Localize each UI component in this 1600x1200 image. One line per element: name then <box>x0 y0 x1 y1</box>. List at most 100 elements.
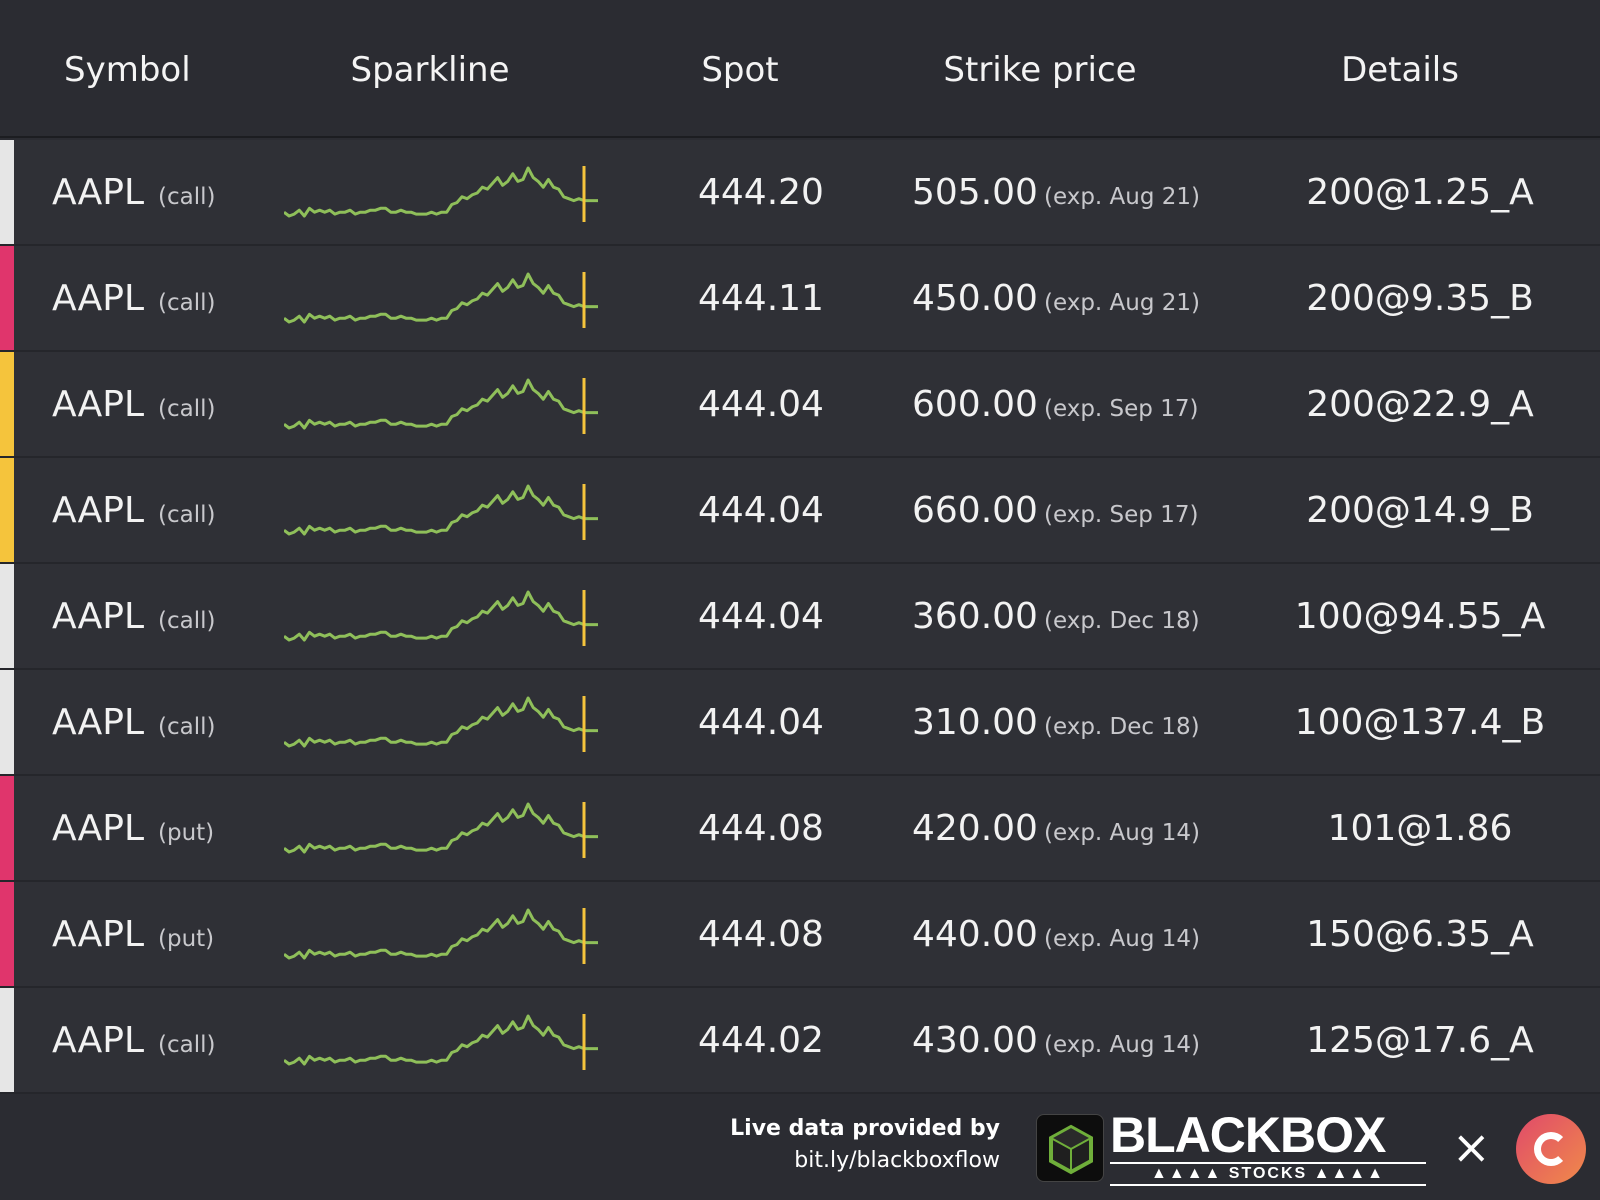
spot-price: 444.08 <box>698 914 824 955</box>
table-row[interactable]: AAPL (call) 444.11 450.00 (exp. Aug 21) … <box>0 246 1600 352</box>
sparkline-series <box>284 484 585 536</box>
spot-price: 444.04 <box>698 384 824 425</box>
sparkline-series <box>284 590 585 642</box>
trade-details: 101@1.86 <box>1327 808 1513 849</box>
symbol-cell: AAPL <box>52 1020 145 1061</box>
options-table: AAPL (call) 444.20 505.00 (exp. Aug 21) … <box>0 140 1600 1094</box>
blackbox-cube-icon <box>1036 1114 1104 1182</box>
trade-details: 100@94.55_A <box>1294 596 1546 637</box>
table-row[interactable]: AAPL (call) 444.04 360.00 (exp. Dec 18) … <box>0 564 1600 670</box>
strike-price: 660.00 <box>912 490 1038 531</box>
credit-link[interactable]: bit.ly/blackboxflow <box>794 1148 1000 1173</box>
trade-details: 200@22.9_A <box>1306 384 1534 425</box>
expiration-date: (exp. Aug 14) <box>1044 820 1201 846</box>
symbol-cell: AAPL <box>52 490 145 531</box>
expiration-date: (exp. Sep 17) <box>1044 502 1199 528</box>
sparkline-series <box>284 378 585 430</box>
table-header: Symbol Sparkline Spot Strike price Detai… <box>0 0 1600 138</box>
sparkline-chart <box>284 484 598 540</box>
symbol-cell: AAPL <box>52 384 145 425</box>
side-indicator <box>0 564 14 668</box>
strike-price: 440.00 <box>912 914 1038 955</box>
strike-price: 420.00 <box>912 808 1038 849</box>
sparkline-chart <box>284 908 598 964</box>
header-spot: Spot <box>701 50 779 90</box>
side-indicator <box>0 246 14 350</box>
times-icon: × <box>1452 1120 1491 1174</box>
trade-details: 200@14.9_B <box>1306 490 1534 531</box>
side-indicator <box>0 352 14 456</box>
sparkline-chart <box>284 590 598 646</box>
symbol-cell: AAPL <box>52 278 145 319</box>
sparkline-chart <box>284 378 598 434</box>
blackbox-logo-text: BLACKBOX <box>1110 1107 1386 1163</box>
partner-logo-icon <box>1516 1114 1586 1184</box>
expiration-date: (exp. Sep 17) <box>1044 396 1199 422</box>
expiration-date: (exp. Dec 18) <box>1044 714 1200 740</box>
spot-price: 444.11 <box>698 278 824 319</box>
table-row[interactable]: AAPL (put) 444.08 440.00 (exp. Aug 14) 1… <box>0 882 1600 988</box>
symbol-cell: AAPL <box>52 702 145 743</box>
sparkline-series <box>284 908 585 960</box>
sparkline-series <box>284 696 585 748</box>
spot-price: 444.20 <box>698 172 824 213</box>
sparkline-chart <box>284 272 598 328</box>
footer: Live data provided by bit.ly/blackboxflo… <box>0 1096 1600 1200</box>
table-row[interactable]: AAPL (call) 444.04 310.00 (exp. Dec 18) … <box>0 670 1600 776</box>
spot-price: 444.04 <box>698 490 824 531</box>
spot-price: 444.02 <box>698 1020 824 1061</box>
header-strike-price: Strike price <box>943 50 1137 90</box>
expiration-date: (exp. Aug 14) <box>1044 1032 1201 1058</box>
side-indicator <box>0 988 14 1092</box>
trade-details: 200@9.35_B <box>1306 278 1534 319</box>
symbol-cell: AAPL <box>52 914 145 955</box>
option-type: (call) <box>158 608 216 634</box>
sparkline-series <box>284 272 585 324</box>
strike-price: 310.00 <box>912 702 1038 743</box>
table-row[interactable]: AAPL (call) 444.04 660.00 (exp. Sep 17) … <box>0 458 1600 564</box>
trade-details: 200@1.25_A <box>1306 172 1534 213</box>
side-indicator <box>0 458 14 562</box>
expiration-date: (exp. Aug 21) <box>1044 184 1201 210</box>
trade-details: 150@6.35_A <box>1306 914 1534 955</box>
strike-price: 360.00 <box>912 596 1038 637</box>
symbol-cell: AAPL <box>52 596 145 637</box>
expiration-date: (exp. Dec 18) <box>1044 608 1200 634</box>
option-type: (call) <box>158 714 216 740</box>
option-type: (put) <box>158 926 215 952</box>
option-type: (call) <box>158 502 216 528</box>
credit-text: Live data provided by <box>730 1116 1000 1141</box>
strike-price: 600.00 <box>912 384 1038 425</box>
table-row[interactable]: AAPL (call) 444.04 600.00 (exp. Sep 17) … <box>0 352 1600 458</box>
blackbox-logo-subtext: ▲▲▲▲ STOCKS ▲▲▲▲ <box>1110 1162 1426 1186</box>
sparkline-chart <box>284 166 598 222</box>
table-row[interactable]: AAPL (call) 444.20 505.00 (exp. Aug 21) … <box>0 140 1600 246</box>
symbol-cell: AAPL <box>52 172 145 213</box>
option-type: (call) <box>158 396 216 422</box>
spot-price: 444.04 <box>698 702 824 743</box>
option-type: (call) <box>158 290 216 316</box>
sparkline-series <box>284 166 585 218</box>
side-indicator <box>0 776 14 880</box>
expiration-date: (exp. Aug 14) <box>1044 926 1201 952</box>
side-indicator <box>0 670 14 774</box>
trade-details: 125@17.6_A <box>1306 1020 1534 1061</box>
strike-price: 430.00 <box>912 1020 1038 1061</box>
sparkline-chart <box>284 1014 598 1070</box>
sparkline-chart <box>284 696 598 752</box>
side-indicator <box>0 882 14 986</box>
sparkline-series <box>284 1014 585 1066</box>
trade-details: 100@137.4_B <box>1294 702 1546 743</box>
header-sparkline: Sparkline <box>350 50 510 90</box>
spot-price: 444.04 <box>698 596 824 637</box>
sparkline-chart <box>284 802 598 858</box>
spot-price: 444.08 <box>698 808 824 849</box>
table-row[interactable]: AAPL (put) 444.08 420.00 (exp. Aug 14) 1… <box>0 776 1600 882</box>
strike-price: 450.00 <box>912 278 1038 319</box>
header-details: Details <box>1341 50 1459 90</box>
table-row[interactable]: AAPL (call) 444.02 430.00 (exp. Aug 14) … <box>0 988 1600 1094</box>
side-indicator <box>0 140 14 244</box>
option-type: (put) <box>158 820 215 846</box>
sparkline-series <box>284 802 585 854</box>
option-type: (call) <box>158 1032 216 1058</box>
